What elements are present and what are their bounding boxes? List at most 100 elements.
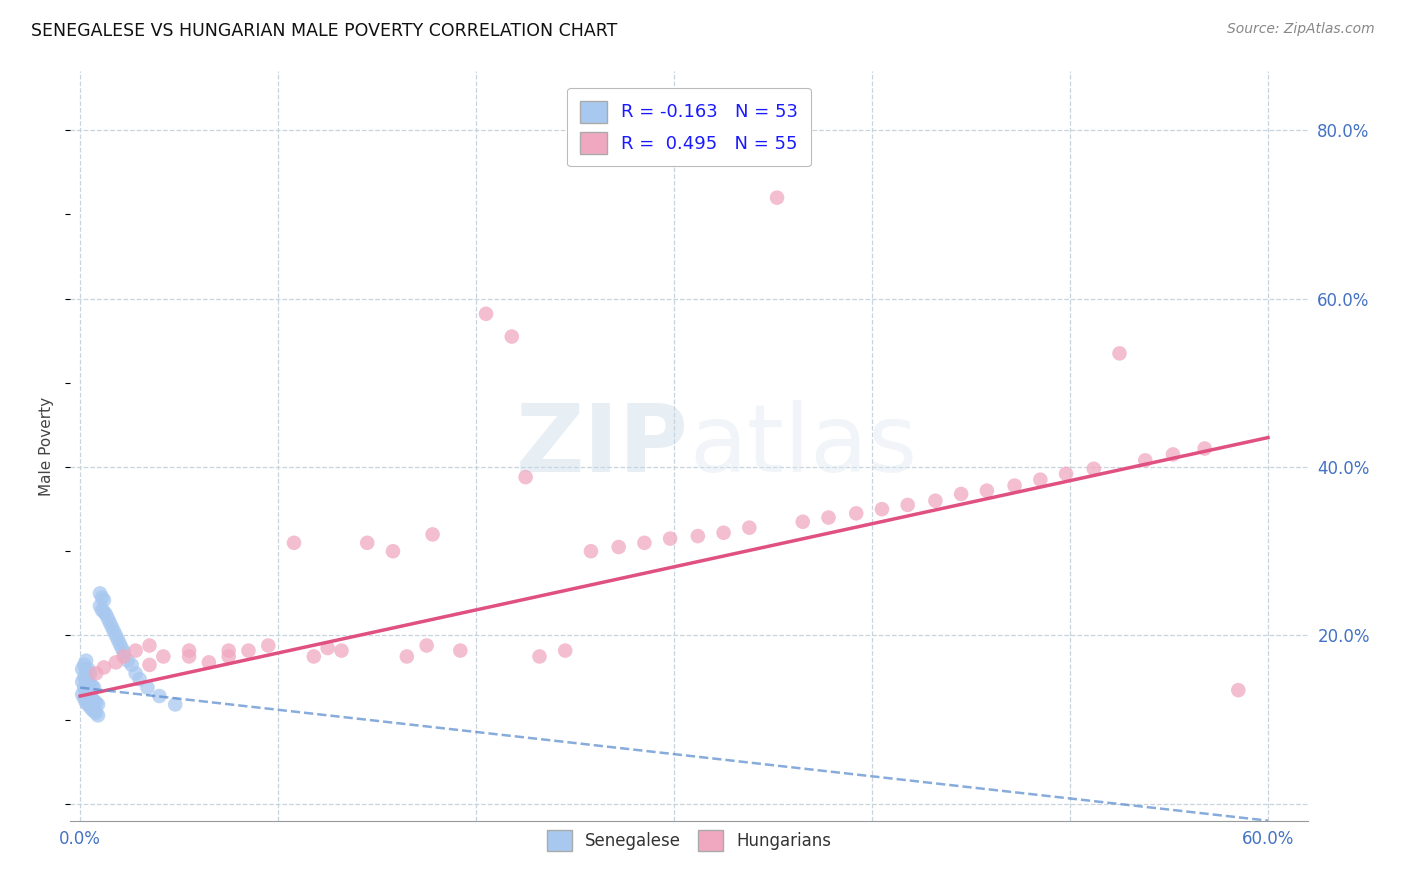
Text: ZIP: ZIP [516, 400, 689, 492]
Text: SENEGALESE VS HUNGARIAN MALE POVERTY CORRELATION CHART: SENEGALESE VS HUNGARIAN MALE POVERTY COR… [31, 22, 617, 40]
Point [104, 656, 127, 670]
Point [93, 660, 115, 674]
Point [83, 694, 105, 708]
Point [475, 307, 498, 321]
Point [112, 649, 135, 664]
Point [89, 586, 111, 600]
Point [330, 643, 353, 657]
Point [128, 672, 150, 686]
Point [870, 502, 893, 516]
Point [94, 607, 117, 622]
Point [103, 624, 125, 639]
Point [75, 672, 97, 686]
Point [83, 681, 105, 695]
Point [607, 540, 630, 554]
Point [554, 643, 576, 657]
Point [77, 687, 100, 701]
Point [138, 639, 160, 653]
Point [1108, 346, 1130, 360]
Point [356, 536, 378, 550]
Point [257, 639, 280, 653]
Point [91, 591, 114, 605]
Point [79, 666, 101, 681]
Point [950, 487, 973, 501]
Point [70, 662, 93, 676]
Point [382, 544, 405, 558]
Point [80, 679, 103, 693]
Point [515, 470, 537, 484]
Point [686, 529, 709, 543]
Point [198, 656, 221, 670]
Point [165, 698, 187, 712]
Point [111, 641, 134, 656]
Text: atlas: atlas [689, 400, 917, 492]
Point [73, 671, 96, 685]
Point [1161, 447, 1184, 461]
Point [75, 683, 97, 698]
Point [101, 620, 124, 634]
Point [93, 593, 115, 607]
Point [1227, 683, 1250, 698]
Point [91, 603, 114, 617]
Point [1029, 473, 1052, 487]
Point [1004, 478, 1026, 492]
Point [976, 483, 998, 498]
Point [87, 708, 110, 723]
Point [124, 643, 146, 657]
Point [148, 689, 170, 703]
Point [152, 649, 174, 664]
Point [75, 664, 97, 678]
Point [77, 662, 100, 676]
Point [792, 515, 814, 529]
Point [108, 637, 131, 651]
Point [87, 698, 110, 712]
Point [98, 615, 121, 630]
Point [75, 696, 97, 710]
Point [1194, 442, 1216, 456]
Point [897, 498, 920, 512]
Point [501, 329, 523, 343]
Point [845, 507, 868, 521]
Point [136, 681, 159, 695]
Point [529, 649, 551, 664]
Point [83, 704, 105, 718]
Point [218, 649, 240, 664]
Point [124, 666, 146, 681]
Point [84, 706, 107, 720]
Point [449, 643, 471, 657]
Point [79, 700, 101, 714]
Point [80, 702, 103, 716]
Point [89, 599, 111, 613]
Point [579, 544, 602, 558]
Point [713, 525, 735, 540]
Point [97, 611, 120, 625]
Point [73, 691, 96, 706]
Point [1054, 467, 1077, 481]
Point [138, 657, 160, 672]
Point [316, 641, 339, 656]
Point [738, 521, 761, 535]
Point [238, 643, 260, 657]
Y-axis label: Male Poverty: Male Poverty [39, 396, 55, 496]
Point [73, 657, 96, 672]
Point [121, 657, 143, 672]
Point [75, 654, 97, 668]
Point [766, 191, 789, 205]
Point [80, 691, 103, 706]
Point [633, 536, 655, 550]
Point [395, 649, 418, 664]
Point [112, 645, 135, 659]
Text: Source: ZipAtlas.com: Source: ZipAtlas.com [1227, 22, 1375, 37]
Point [79, 677, 101, 691]
Point [77, 698, 100, 712]
Point [177, 649, 200, 664]
Point [77, 674, 100, 689]
Point [84, 666, 107, 681]
Point [1135, 453, 1157, 467]
Point [422, 527, 444, 541]
Point [283, 536, 305, 550]
Point [817, 510, 839, 524]
Point [415, 639, 437, 653]
Legend: Senegalese, Hungarians: Senegalese, Hungarians [540, 823, 838, 857]
Point [107, 632, 129, 647]
